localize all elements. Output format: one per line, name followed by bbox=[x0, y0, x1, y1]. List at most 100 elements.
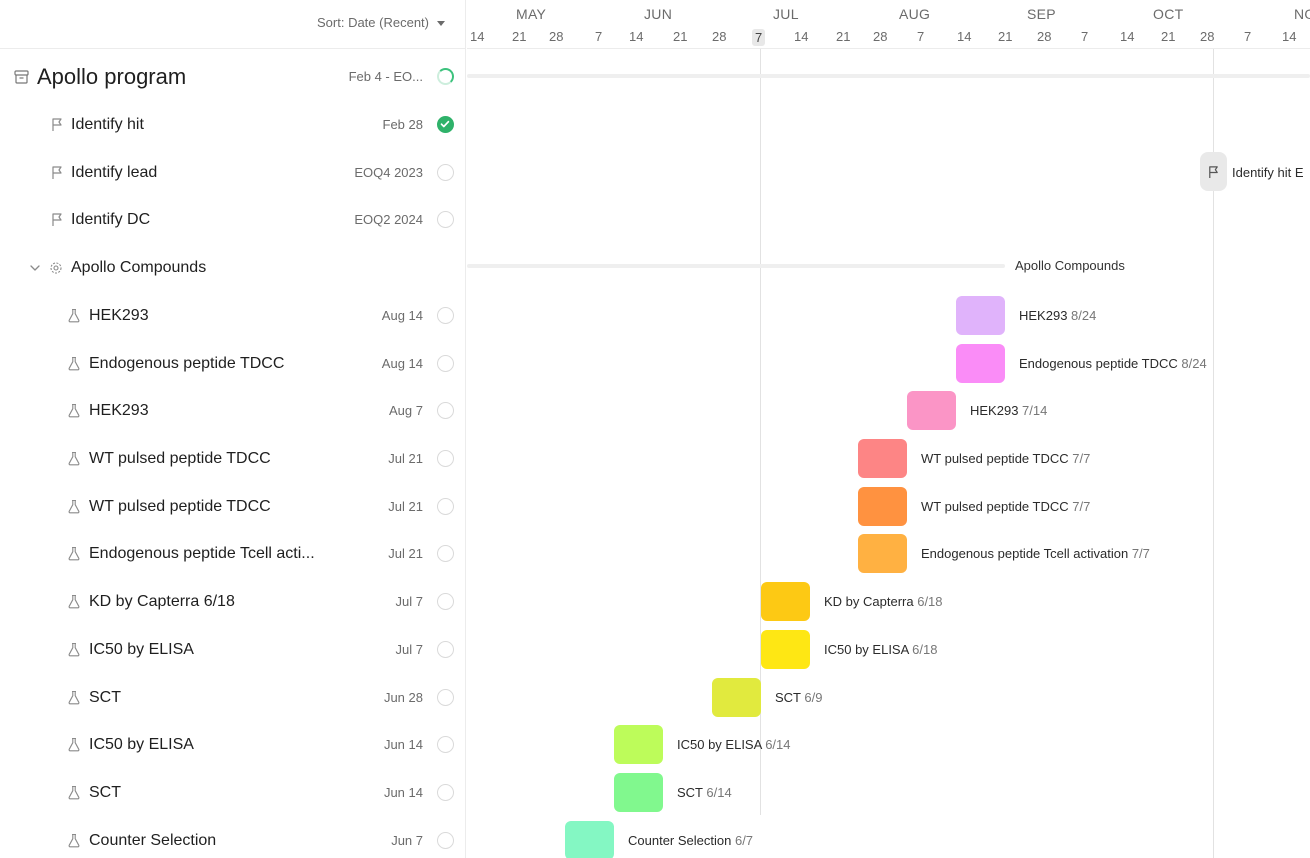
task-bar[interactable] bbox=[761, 630, 810, 669]
task-row[interactable]: Counter Selection Jun 7 bbox=[0, 817, 466, 858]
empty-circle-icon[interactable] bbox=[437, 402, 454, 419]
flask-icon bbox=[66, 308, 82, 324]
month-label: JUL bbox=[773, 6, 799, 22]
task-row[interactable]: KD by Capterra 6/18 Jul 7 bbox=[0, 578, 466, 625]
milestone-row[interactable]: Identify DC EOQ2 2024 bbox=[0, 196, 466, 243]
progress-ring-icon[interactable] bbox=[437, 68, 454, 85]
gear-icon bbox=[48, 260, 64, 276]
task-bar-label: WT pulsed peptide TDCC 7/7 bbox=[921, 499, 1090, 514]
task-bar[interactable] bbox=[614, 725, 663, 764]
milestone-row[interactable]: Identify hit Feb 28 bbox=[0, 101, 466, 148]
empty-circle-icon[interactable] bbox=[437, 211, 454, 228]
milestone-marker[interactable] bbox=[1200, 152, 1227, 191]
task-date: Jul 21 bbox=[388, 499, 423, 514]
milestone-row[interactable]: Identify lead EOQ4 2023 bbox=[0, 149, 466, 196]
empty-circle-icon[interactable] bbox=[437, 641, 454, 658]
task-label: WT pulsed peptide TDCC bbox=[89, 497, 271, 515]
task-row[interactable]: IC50 by ELISA Jun 14 bbox=[0, 721, 466, 768]
task-bar[interactable] bbox=[956, 296, 1005, 335]
today-day-label: 7 bbox=[752, 29, 766, 46]
task-bar[interactable] bbox=[712, 678, 761, 717]
task-bar-date: 7/7 bbox=[1131, 546, 1150, 561]
group-timeline-bar[interactable] bbox=[467, 264, 1005, 268]
task-row[interactable]: SCT Jun 14 bbox=[0, 769, 466, 816]
month-label: NOV bbox=[1294, 6, 1310, 22]
chevron-down-icon[interactable] bbox=[27, 260, 43, 276]
empty-circle-icon[interactable] bbox=[437, 593, 454, 610]
task-bar-name: IC50 by ELISA bbox=[677, 737, 762, 752]
flag-icon bbox=[49, 165, 65, 181]
task-bar[interactable] bbox=[907, 391, 956, 430]
task-date: Jun 14 bbox=[383, 785, 423, 800]
task-bar[interactable] bbox=[565, 821, 614, 858]
task-bar-date: 6/14 bbox=[706, 785, 732, 800]
day-label: 7 bbox=[1244, 29, 1252, 44]
task-bar[interactable] bbox=[858, 487, 907, 526]
task-bar-label: Endogenous peptide Tcell activation 7/7 bbox=[921, 546, 1150, 561]
task-bar-name: Counter Selection bbox=[628, 833, 732, 848]
task-bar[interactable] bbox=[761, 582, 810, 621]
task-bar-label: Endogenous peptide TDCC 8/24 bbox=[1019, 356, 1207, 371]
project-row[interactable]: Apollo program Feb 4 - EO... bbox=[0, 53, 466, 100]
task-label: HEK293 bbox=[89, 306, 149, 324]
day-label: 28 bbox=[873, 29, 888, 44]
task-row[interactable]: SCT Jun 28 bbox=[0, 674, 466, 721]
task-row[interactable]: Endogenous peptide TDCC Aug 14 bbox=[0, 340, 466, 387]
flask-icon bbox=[66, 690, 82, 706]
task-row[interactable]: HEK293 Aug 14 bbox=[0, 292, 466, 339]
empty-circle-icon[interactable] bbox=[437, 784, 454, 801]
task-row[interactable]: Endogenous peptide Tcell acti... Jul 21 bbox=[0, 530, 466, 577]
task-bar-name: Endogenous peptide TDCC bbox=[1019, 356, 1178, 371]
task-bar-name: HEK293 bbox=[970, 403, 1019, 418]
project-timeline-bar[interactable] bbox=[467, 74, 1310, 78]
sort-dropdown[interactable]: Sort: Date (Recent) bbox=[317, 15, 445, 30]
task-bar-date: 6/18 bbox=[917, 594, 943, 609]
task-bar-date: 8/24 bbox=[1181, 356, 1207, 371]
day-label: 21 bbox=[836, 29, 851, 44]
task-bar-name: Endogenous peptide Tcell activation bbox=[921, 546, 1129, 561]
empty-circle-icon[interactable] bbox=[437, 689, 454, 706]
task-bar[interactable] bbox=[614, 773, 663, 812]
flask-icon bbox=[66, 403, 82, 419]
day-label: 28 bbox=[712, 29, 727, 44]
milestone-date: EOQ4 2023 bbox=[354, 165, 423, 180]
flask-icon bbox=[66, 594, 82, 610]
milestone-label: Identify DC bbox=[71, 210, 151, 228]
task-row[interactable]: WT pulsed peptide TDCC Jul 21 bbox=[0, 483, 466, 530]
task-row[interactable]: IC50 by ELISA Jul 7 bbox=[0, 626, 466, 673]
day-label: 14 bbox=[1120, 29, 1135, 44]
day-label: 14 bbox=[794, 29, 809, 44]
month-label: OCT bbox=[1153, 6, 1184, 22]
task-bar-label: HEK293 7/14 bbox=[970, 403, 1047, 418]
day-label: 14 bbox=[957, 29, 972, 44]
task-row[interactable]: WT pulsed peptide TDCC Jul 21 bbox=[0, 435, 466, 482]
empty-circle-icon[interactable] bbox=[437, 498, 454, 515]
project-date: Feb 4 - EO... bbox=[348, 69, 423, 84]
empty-circle-icon[interactable] bbox=[437, 307, 454, 324]
empty-circle-icon[interactable] bbox=[437, 545, 454, 562]
today-line bbox=[760, 49, 761, 815]
empty-circle-icon[interactable] bbox=[437, 832, 454, 849]
task-bar[interactable] bbox=[858, 534, 907, 573]
day-label: 21 bbox=[512, 29, 527, 44]
task-bar-label: SCT 6/14 bbox=[677, 785, 732, 800]
month-label: AUG bbox=[899, 6, 931, 22]
check-circle-icon[interactable] bbox=[437, 116, 454, 133]
empty-circle-icon[interactable] bbox=[437, 736, 454, 753]
task-label: IC50 by ELISA bbox=[89, 735, 194, 753]
group-row[interactable]: Apollo Compounds bbox=[0, 244, 466, 291]
task-bar[interactable] bbox=[956, 344, 1005, 383]
task-bar[interactable] bbox=[858, 439, 907, 478]
task-bar-date: 6/7 bbox=[734, 833, 754, 848]
day-label: 14 bbox=[629, 29, 644, 44]
task-list-panel: Sort: Date (Recent) Apollo program Feb 4… bbox=[0, 0, 466, 858]
flask-icon bbox=[66, 356, 82, 372]
task-bar-label: WT pulsed peptide TDCC 7/7 bbox=[921, 451, 1090, 466]
task-bar-date: 6/9 bbox=[804, 690, 823, 705]
task-date: Jul 21 bbox=[388, 546, 423, 561]
task-row[interactable]: HEK293 Aug 7 bbox=[0, 387, 466, 434]
task-date: Aug 7 bbox=[389, 403, 423, 418]
empty-circle-icon[interactable] bbox=[437, 355, 454, 372]
empty-circle-icon[interactable] bbox=[437, 164, 454, 181]
empty-circle-icon[interactable] bbox=[437, 450, 454, 467]
